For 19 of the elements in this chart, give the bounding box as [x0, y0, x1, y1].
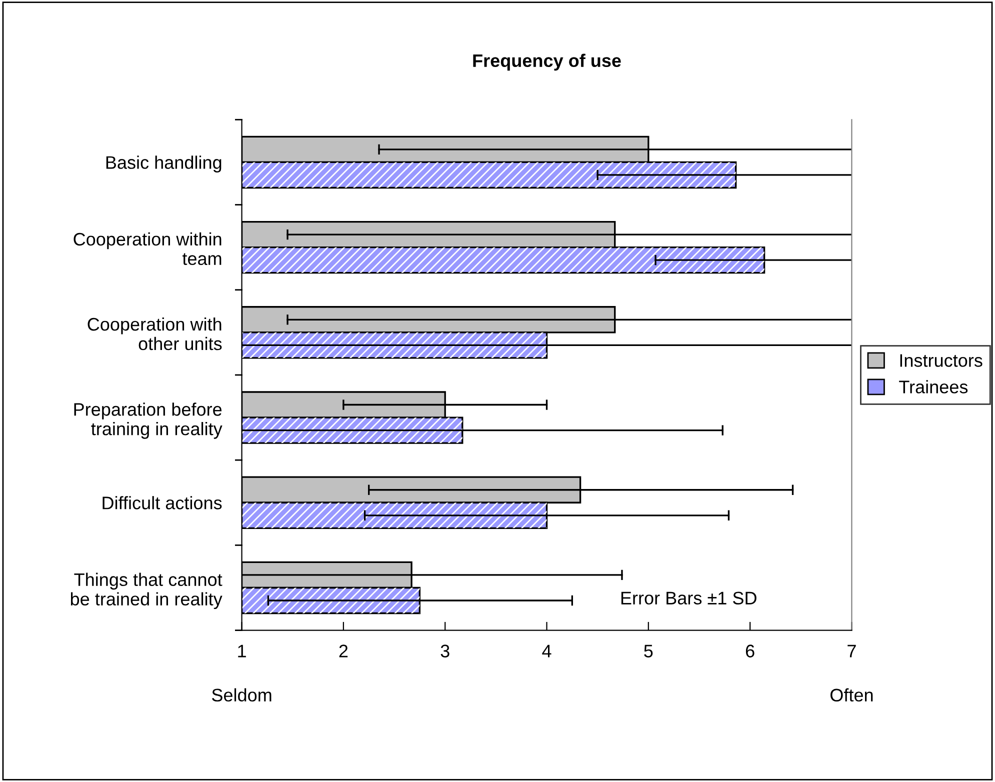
y-tick-label: Cooperation with other units [88, 317, 222, 350]
legend-label: Trainees [899, 380, 968, 394]
text: Often [830, 688, 873, 702]
legend-label: Instructors [900, 354, 982, 367]
x-tick-label: 3 [440, 644, 450, 658]
y-tick-label: Cooperation within team [74, 232, 222, 266]
x-tick-label: 2 [339, 644, 348, 658]
y-tick-label: Basic handling [106, 156, 222, 172]
x-tick-label: 4 [542, 644, 552, 658]
chart-title: Frequency of use [473, 54, 621, 71]
annotation: Error Bars ±1 SD [621, 592, 756, 604]
x-tick-label: 5 [644, 644, 653, 658]
y-tick-label: Things that cannot be trained in reality [70, 572, 222, 610]
text: Seldom [212, 688, 272, 702]
x-tick-label: 6 [746, 644, 754, 658]
y-tick-label: Difficult actions [102, 496, 222, 510]
x-tick-label: 1 [238, 644, 246, 658]
y-tick-label: Preparation before training in reality [74, 402, 222, 439]
x-tick-label: 7 [848, 644, 856, 658]
